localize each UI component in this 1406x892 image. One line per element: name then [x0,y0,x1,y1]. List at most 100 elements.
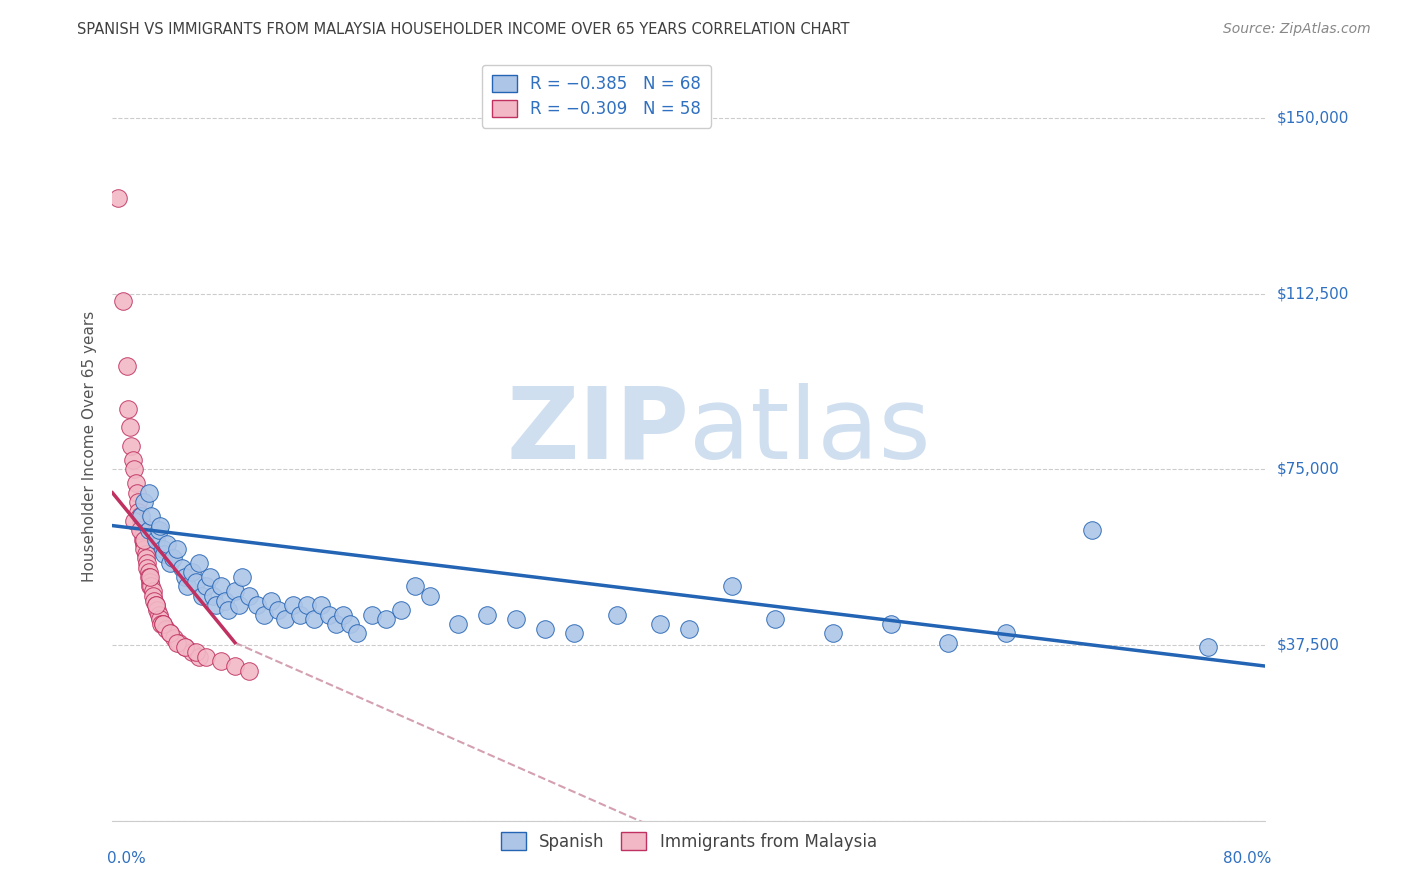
Point [111,293,134,308]
Point [281,599,304,613]
Point [325,617,347,632]
Point [152,617,174,632]
Point [128,509,150,524]
Point [120,439,142,453]
Point [217,603,239,617]
Point [389,603,412,617]
Point [447,617,470,632]
Point [122,514,145,528]
Point [135,551,157,566]
Point [167,635,190,649]
Point [224,659,246,673]
Point [138,523,160,537]
Point [995,626,1018,640]
Point [419,589,441,603]
Legend: Spanish, Immigrants from Malaysia: Spanish, Immigrants from Malaysia [495,826,883,857]
Point [214,593,236,607]
Point [122,462,145,476]
Point [166,635,188,649]
Point [149,518,172,533]
Point [228,599,250,613]
Text: atlas: atlas [689,383,931,480]
Point [136,556,159,570]
Point [375,612,398,626]
Point [260,593,283,607]
Point [195,649,218,664]
Point [184,574,207,589]
Text: SPANISH VS IMMIGRANTS FROM MALAYSIA HOUSEHOLDER INCOME OVER 65 YEARS CORRELATION: SPANISH VS IMMIGRANTS FROM MALAYSIA HOUS… [77,22,849,37]
Point [138,570,160,584]
Point [145,533,167,547]
Point [129,523,153,537]
Point [146,603,169,617]
Point [135,547,157,561]
Text: 80.0%: 80.0% [1223,851,1271,865]
Point [142,589,165,603]
Point [205,599,228,613]
Point [184,645,207,659]
Point [224,584,246,599]
Point [117,401,139,416]
Point [173,640,195,655]
Point [139,574,162,589]
Text: $150,000: $150,000 [1277,111,1348,126]
Point [274,612,297,626]
Point [145,599,167,613]
Point [138,485,160,500]
Point [162,551,184,566]
Point [153,547,176,561]
Point [142,584,165,599]
Point [180,645,202,659]
Point [936,635,959,649]
Point [148,607,170,622]
Point [202,589,225,603]
Point [150,617,173,632]
Point [318,607,340,622]
Point [311,599,333,613]
Text: $75,000: $75,000 [1277,462,1340,477]
Point [148,523,170,537]
Y-axis label: Householder Income Over 65 years: Householder Income Over 65 years [82,310,97,582]
Point [534,622,557,636]
Point [238,664,260,678]
Point [505,612,527,626]
Point [134,495,156,509]
Point [132,533,155,547]
Point [200,570,222,584]
Point [231,570,253,584]
Point [152,617,174,632]
Point [209,655,232,669]
Point [143,593,166,607]
Point [163,631,186,645]
Point [170,561,193,575]
Point [880,617,903,632]
Point [304,612,326,626]
Point [246,599,269,613]
Point [332,607,354,622]
Point [107,191,129,205]
Text: ZIP: ZIP [506,383,689,480]
Point [124,476,146,491]
Point [188,649,211,664]
Point [155,622,177,636]
Point [173,570,195,584]
Point [176,580,198,594]
Point [149,612,172,626]
Point [134,533,156,547]
Point [166,542,188,557]
Text: 0.0%: 0.0% [107,851,145,865]
Point [156,537,179,551]
Point [475,607,499,622]
Text: $37,500: $37,500 [1277,638,1340,653]
Point [180,566,202,580]
Point [139,580,162,594]
Text: Source: ZipAtlas.com: Source: ZipAtlas.com [1223,22,1371,37]
Point [159,626,181,640]
Point [238,589,260,603]
Point [360,607,382,622]
Point [253,607,276,622]
Point [195,580,218,594]
Point [678,622,700,636]
Point [127,505,149,519]
Point [295,599,318,613]
